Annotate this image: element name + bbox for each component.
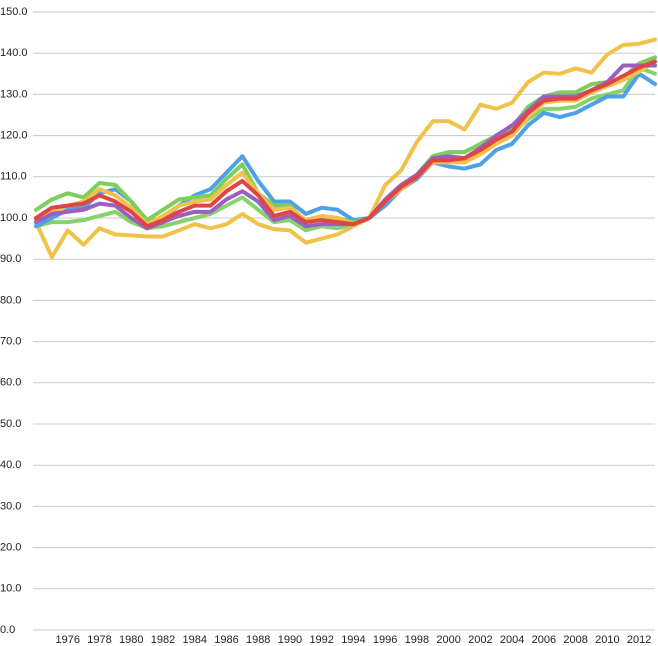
y-tick-label: 110.0	[0, 171, 27, 183]
x-tick-label: 2010	[595, 634, 619, 646]
y-tick-label: 140.0	[0, 47, 28, 59]
series-line	[34, 37, 657, 260]
x-tick-label: 1996	[373, 634, 397, 646]
y-tick-label: 120.0	[0, 130, 28, 142]
series-line	[34, 59, 657, 227]
x-tick-label: 2008	[563, 634, 587, 646]
x-tick-label: 1992	[309, 634, 333, 646]
y-tick-label: 70.0	[0, 336, 21, 348]
y-tick-label: 20.0	[0, 542, 21, 554]
x-tick-label: 2004	[500, 634, 524, 646]
x-tick-label: 1980	[119, 634, 143, 646]
y-tick-label: 40.0	[0, 459, 21, 471]
x-tick-label: 1982	[151, 634, 175, 646]
x-tick-label: 1978	[87, 634, 111, 646]
y-tick-label: 100.0	[0, 212, 28, 224]
x-tick-label: 1984	[182, 634, 206, 646]
y-tick-label: 30.0	[0, 500, 21, 512]
x-tick-label: 2006	[532, 634, 556, 646]
y-tick-label: 150.0	[0, 6, 28, 18]
x-tick-label: 1988	[246, 634, 270, 646]
x-tick-label: 2012	[627, 634, 651, 646]
x-tick-label: 2000	[436, 634, 460, 646]
series-line	[34, 59, 657, 229]
x-tick-label: 1976	[56, 634, 80, 646]
y-tick-label: 0.0	[0, 624, 15, 636]
y-tick-label: 50.0	[0, 418, 21, 430]
y-tick-label: 130.0	[0, 88, 28, 100]
y-tick-label: 60.0	[0, 377, 21, 389]
x-tick-label: 1986	[214, 634, 238, 646]
x-tick-label: 1994	[341, 634, 365, 646]
x-tick-label: 2002	[468, 634, 492, 646]
x-tick-label: 1990	[278, 634, 302, 646]
x-tick-label: 1998	[405, 634, 429, 646]
y-tick-label: 10.0	[0, 583, 21, 595]
series-line	[34, 55, 657, 225]
y-tick-label: 80.0	[0, 294, 21, 306]
y-tick-label: 90.0	[0, 253, 21, 265]
